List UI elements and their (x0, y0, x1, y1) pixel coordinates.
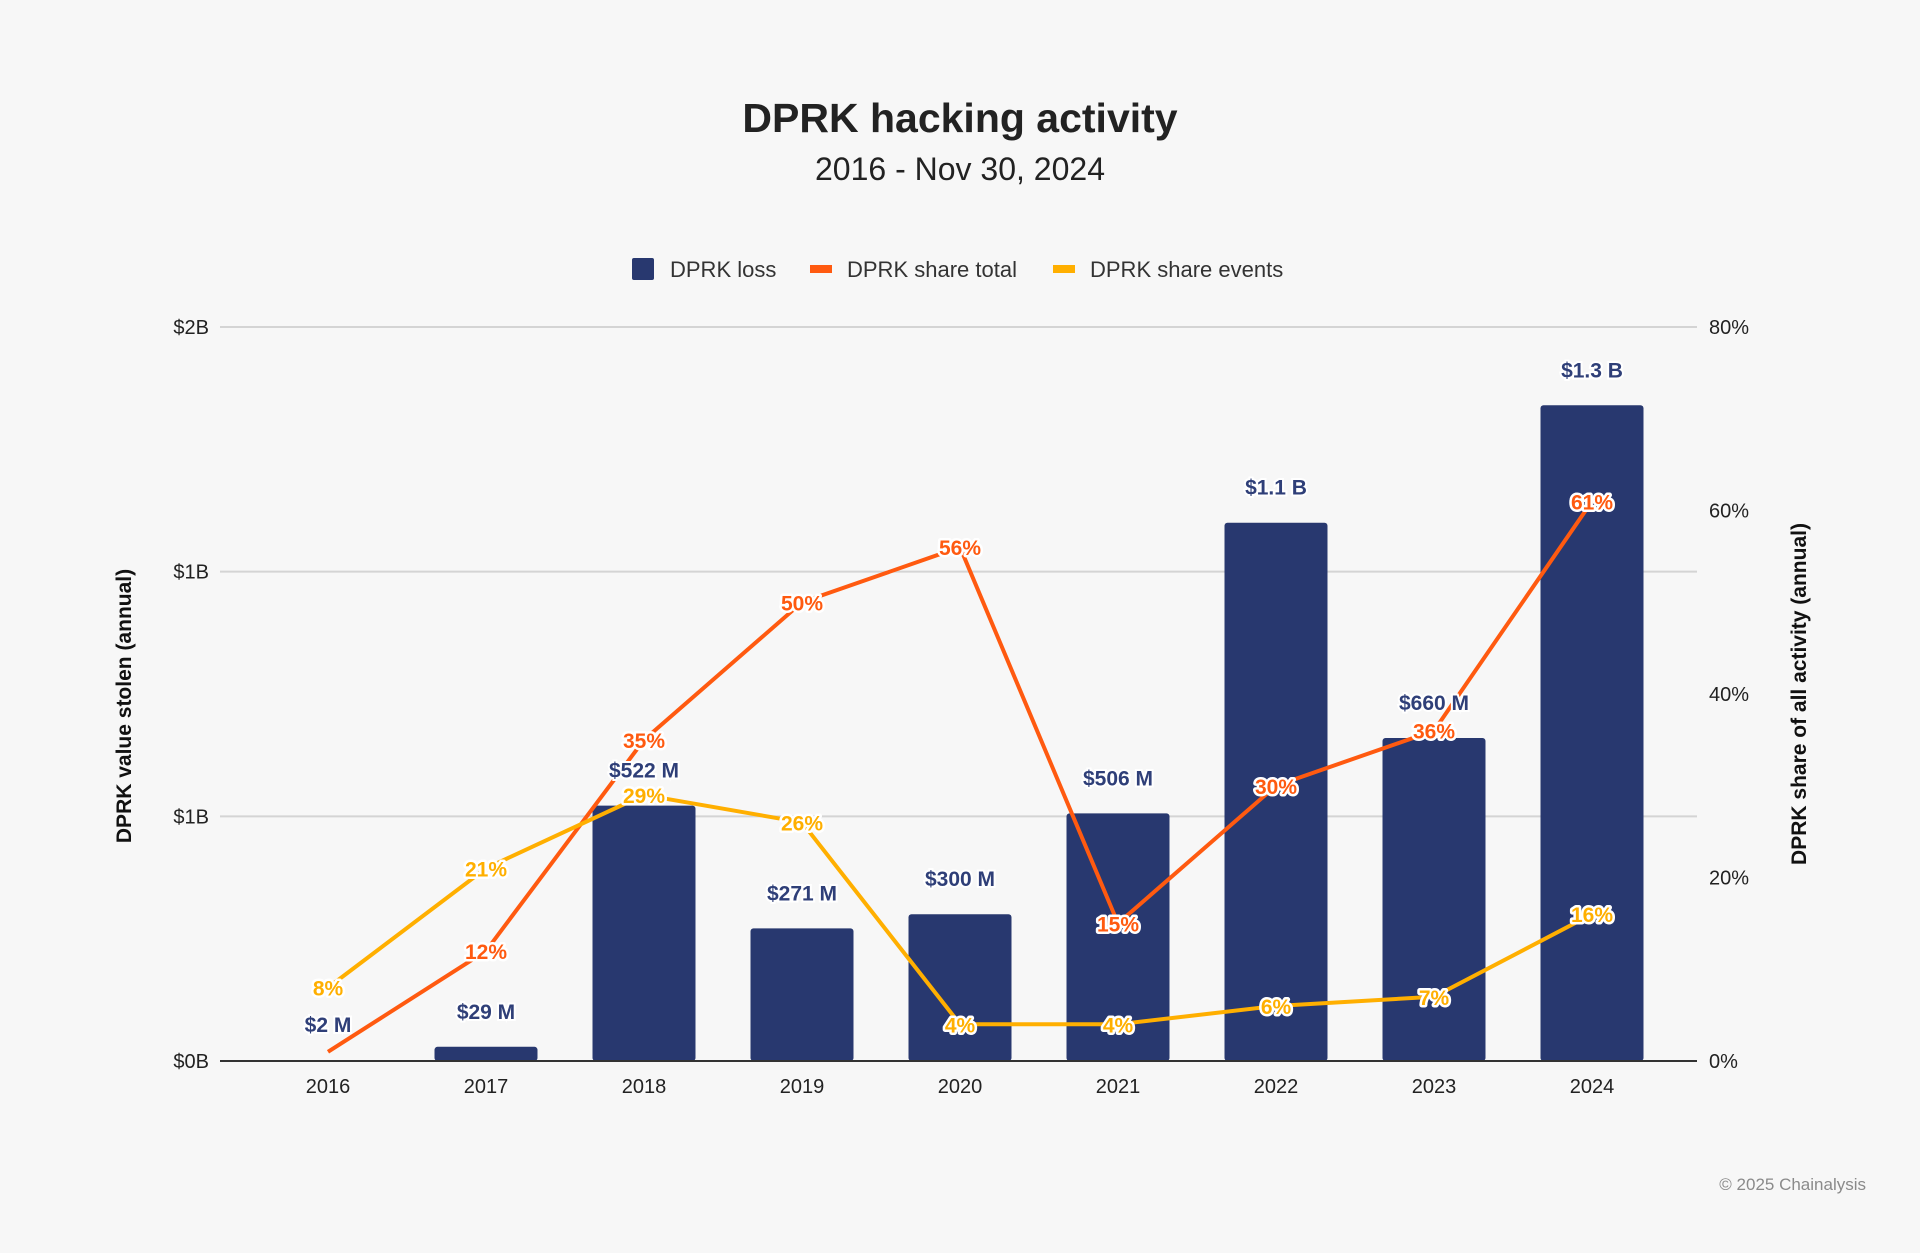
line-point-label: 29% (623, 785, 665, 808)
legend-swatch-share-events (1053, 265, 1075, 273)
bar-value-label: $660 M (1399, 692, 1469, 715)
left-tick-label: $1B (173, 806, 209, 828)
x-tick-label: 2022 (1254, 1076, 1299, 1098)
line-point-label: 30% (1255, 776, 1297, 799)
bar-2020 (908, 914, 1012, 1061)
lines (326, 500, 1594, 1054)
right-axis-title: DPRK share of all activity (annual) (1788, 523, 1811, 865)
legend-swatch-dprk-loss (632, 258, 654, 280)
right-tick-label: 60% (1709, 501, 1749, 523)
x-tick-label: 2023 (1412, 1076, 1457, 1098)
line-point-label: 15% (1097, 913, 1139, 936)
bar-value-label: $29 M (457, 1001, 515, 1024)
legend-swatch-share-total (810, 265, 832, 273)
line-dprk-share-events (326, 792, 1593, 1027)
line-point-label: 8% (313, 978, 344, 1001)
bar-2023 (1382, 738, 1486, 1061)
x-tick-label: 2016 (306, 1076, 351, 1098)
legend-label-share-events: DPRK share events (1090, 257, 1283, 282)
line-point-label: 4% (1103, 1014, 1134, 1037)
right-tick-label: 0% (1709, 1051, 1738, 1073)
line-point-label: 50% (781, 592, 823, 615)
line-dprk-share-total (326, 500, 1594, 1054)
x-tick-label: 2020 (938, 1076, 983, 1098)
x-tick-label: 2017 (464, 1076, 509, 1098)
left-tick-label: $1B (173, 562, 209, 584)
chart-subtitle: 2016 - Nov 30, 2024 (815, 151, 1105, 187)
bar-2021 (1066, 813, 1170, 1061)
right-axis-ticks: 0% 20% 40% 60% 80% (1709, 317, 1749, 1073)
bar-value-label: $1.1 B (1245, 477, 1307, 500)
left-axis-ticks: $0B $1B $1B $2B (173, 317, 209, 1073)
line-point-label: 6% (1261, 996, 1292, 1019)
right-tick-label: 40% (1709, 684, 1749, 706)
left-tick-label: $0B (173, 1051, 209, 1073)
left-axis-title: DPRK value stolen (annual) (113, 569, 136, 843)
legend: DPRK loss DPRK share total DPRK share ev… (632, 257, 1283, 282)
bar-value-label: $300 M (925, 868, 995, 891)
footer-copyright: © 2025 Chainalysis (1719, 1175, 1866, 1194)
bar-value-label: $1.3 B (1561, 359, 1623, 382)
x-tick-label: 2019 (780, 1076, 825, 1098)
x-tick-label: 2018 (622, 1076, 667, 1098)
line-point-label: 21% (465, 858, 507, 881)
bar-value-label: $271 M (767, 882, 837, 905)
bar-2024 (1540, 405, 1644, 1061)
line-point-label: 12% (465, 941, 507, 964)
chart-title: DPRK hacking activity (742, 95, 1177, 141)
right-tick-label: 20% (1709, 868, 1749, 890)
bar-2018 (592, 805, 696, 1061)
line-point-label: 61% (1571, 491, 1613, 514)
bar-2022 (1224, 522, 1328, 1061)
x-axis-ticks: 2016 2017 2018 2019 2020 2021 2022 2023 2024 (306, 1076, 1615, 1098)
right-tick-label: 80% (1709, 317, 1749, 339)
bar-2017 (434, 1046, 538, 1061)
line-point-label: 35% (623, 730, 665, 753)
legend-label-share-total: DPRK share total (847, 257, 1017, 282)
left-tick-label: $2B (173, 317, 209, 339)
line-point-label: 16% (1571, 904, 1613, 927)
line-point-label: 36% (1413, 721, 1455, 744)
x-tick-label: 2021 (1096, 1076, 1141, 1098)
bar-2019 (750, 928, 854, 1061)
line-point-label: 26% (781, 812, 823, 835)
data-labels: $2 M $29 M $522 M $271 M $300 M $506 M $1.1 B $… (303, 357, 1625, 1040)
bar-value-label: $2 M (305, 1014, 352, 1037)
x-tick-label: 2024 (1570, 1076, 1615, 1098)
bar-value-label: $522 M (609, 760, 679, 783)
line-point-label: 7% (1419, 987, 1450, 1010)
bar-value-label: $506 M (1083, 767, 1153, 790)
line-point-label: 4% (945, 1014, 976, 1037)
line-point-label: 56% (939, 537, 981, 560)
legend-label-dprk-loss: DPRK loss (670, 257, 776, 282)
